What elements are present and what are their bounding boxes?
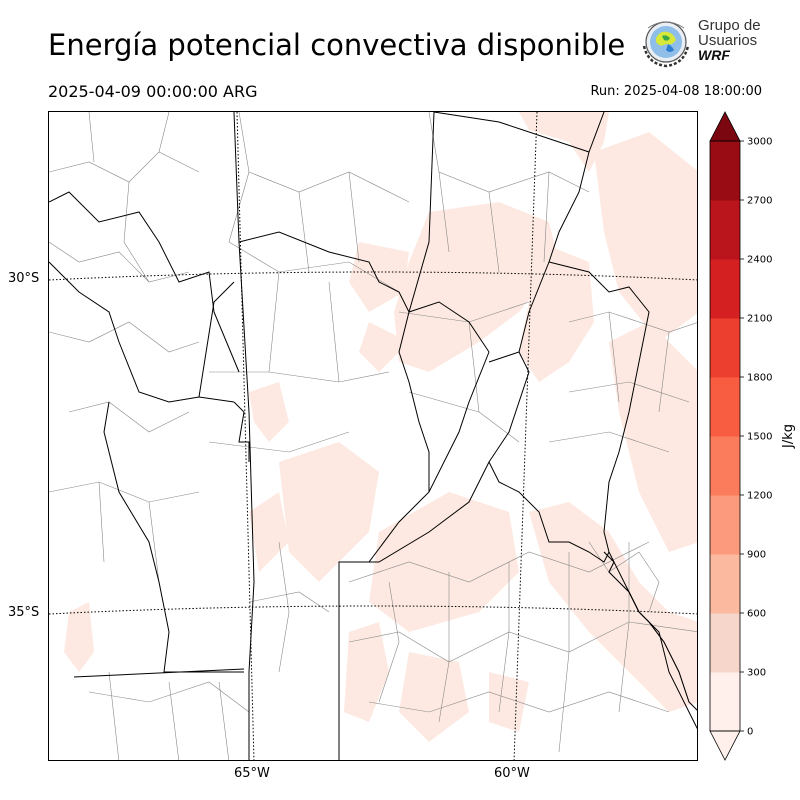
cape-shading (64, 112, 697, 742)
colorbar-tick-label: 900 (747, 550, 766, 561)
colorbar-bins (710, 141, 740, 732)
colorbar-tick-label: 2400 (747, 255, 772, 266)
map-title: Energía potencial convectiva disponible (48, 28, 626, 62)
run-time: Run: 2025-04-08 18:00:00 (590, 84, 762, 99)
colorbar-tick-label: 1500 (747, 432, 772, 443)
colorbar-bin (710, 672, 740, 732)
colorbar-tick-label: 300 (747, 668, 766, 679)
colorbar-bin (710, 318, 740, 378)
colorbar-bin (710, 200, 740, 260)
colorbar-bin (710, 554, 740, 614)
colorbar-ticks: 0 300 600 900 1200 1500 1800 2100 2400 2700 3000 (740, 137, 772, 738)
map-panel[interactable] (48, 111, 698, 761)
colorbar-tick-label: 3000 (747, 137, 772, 148)
wrf-globe-icon (642, 21, 690, 68)
logo-line-3: WRF (698, 47, 730, 63)
province-boundaries (49, 112, 697, 760)
colorbar-tick-label: 1800 (747, 373, 772, 384)
logo-line-1: Grupo de (698, 17, 761, 34)
colorbar-bin (710, 436, 740, 496)
colorbar-tick-label: 2100 (747, 314, 772, 325)
coastline (603, 551, 697, 711)
colorbar-bin (710, 259, 740, 319)
colorbar-tick-label: 1200 (747, 491, 772, 502)
colorbar-extend-bottom (709, 730, 741, 761)
colorbar-extend-top (709, 111, 741, 142)
graticule (49, 112, 697, 760)
colorbar-tick-label: 0 (747, 727, 753, 738)
colorbar-bin (710, 495, 740, 555)
colorbar: 0 300 600 900 1200 1500 1800 2100 2400 2700 3000 J… (709, 111, 796, 761)
department-boundaries (49, 112, 697, 760)
map-svg (49, 112, 697, 760)
colorbar-bin (710, 141, 740, 201)
colorbar-tick-label: 2700 (747, 196, 772, 207)
grupo-usuarios-wrf-logo: Grupo de Usuarios WRF (638, 16, 762, 72)
lon-label-65w: 65°W (234, 766, 270, 781)
lat-label-35s: 35°S (8, 605, 40, 620)
colorbar-tick-label: 600 (747, 609, 766, 620)
valid-time: 2025-04-09 00:00:00 ARG (48, 82, 258, 101)
colorbar-label: J/kg (781, 424, 796, 449)
colorbar-bin (710, 613, 740, 673)
lon-label-60w: 60°W (494, 766, 530, 781)
colorbar-bin (710, 377, 740, 437)
lat-label-30s: 30°S (8, 271, 40, 286)
logo-line-2: Usuarios (698, 32, 758, 49)
